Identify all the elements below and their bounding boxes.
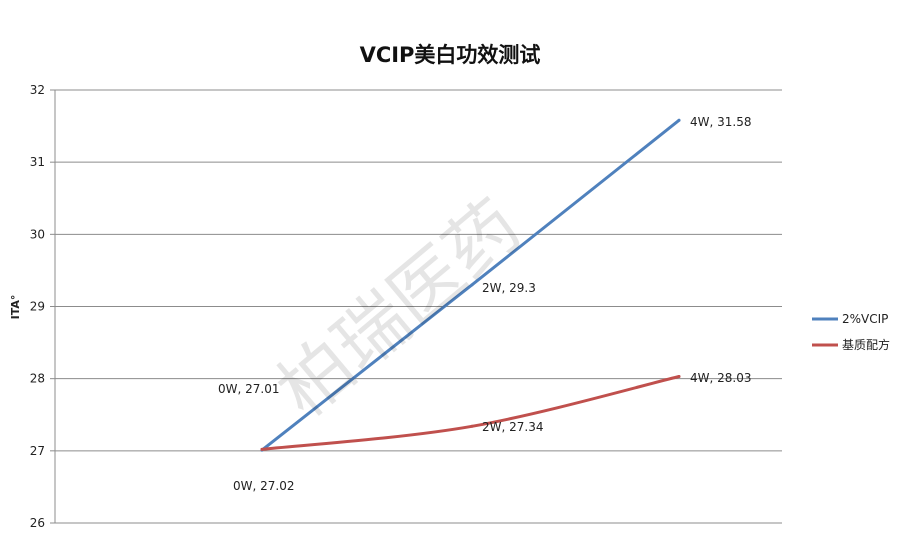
data-labels: 0W, 27.01 2W, 29.3 4W, 31.58 0W, 27.02 2W, 2…	[218, 115, 751, 493]
data-point	[677, 375, 681, 379]
watermark: 柏瑞医药	[262, 184, 537, 433]
y-tick-label: 26	[30, 516, 45, 530]
data-label: 2W, 29.3	[482, 281, 536, 295]
data-label: 0W, 27.02	[233, 479, 294, 493]
y-tick-label: 28	[30, 372, 45, 386]
series	[260, 118, 681, 452]
data-point	[677, 118, 681, 122]
y-tick-label: 29	[30, 300, 45, 314]
chart-title: VCIP美白功效测试	[360, 43, 541, 67]
y-tick-label: 27	[30, 444, 45, 458]
data-point	[470, 283, 474, 287]
y-tick-label: 32	[30, 83, 45, 97]
legend-item: 2%VCIP	[812, 312, 888, 326]
data-label: 0W, 27.01	[218, 382, 279, 396]
grid	[55, 89, 782, 524]
data-label: 4W, 31.58	[690, 115, 751, 129]
data-label: 4W, 28.03	[690, 371, 751, 385]
axes: 26 27 28 29 30 31 32 ITA°	[9, 83, 56, 530]
legend-label: 2%VCIP	[842, 312, 888, 326]
legend-label: 基质配方	[842, 337, 890, 352]
data-point	[260, 447, 264, 451]
y-axis-label: ITA°	[9, 295, 22, 320]
data-label: 2W, 27.34	[482, 420, 543, 434]
y-tick-label: 30	[30, 227, 45, 241]
data-point	[470, 424, 474, 428]
legend-item: 基质配方	[812, 337, 890, 352]
y-tick-label: 31	[30, 155, 45, 169]
legend: 2%VCIP 基质配方	[812, 312, 890, 352]
